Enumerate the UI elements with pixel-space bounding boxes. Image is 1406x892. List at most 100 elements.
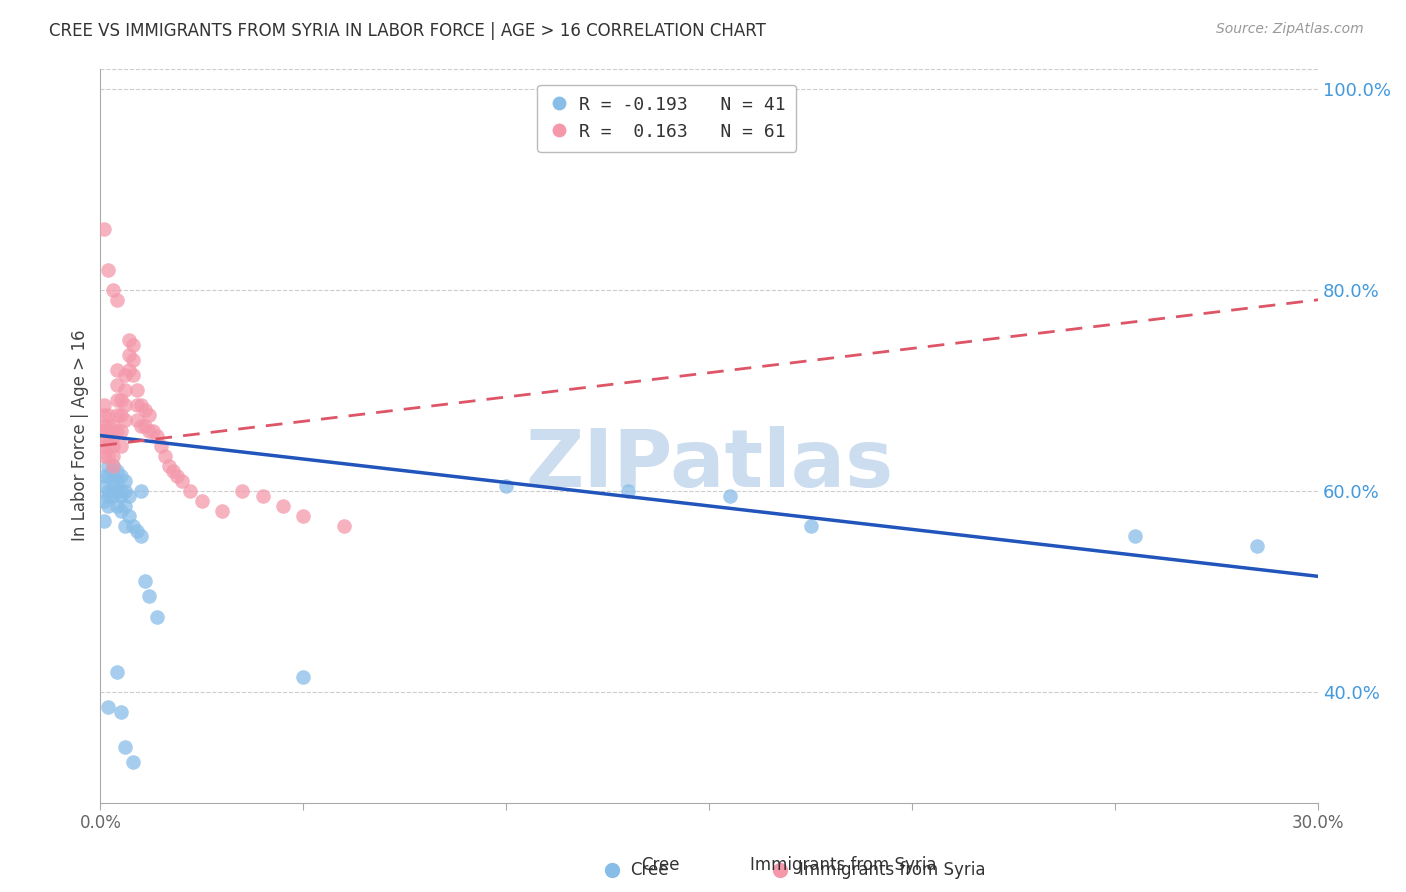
Point [121, 338, 143, 352]
Point [231, 483, 253, 498]
Point [105, 483, 128, 498]
Point [146, 428, 169, 442]
Point [110, 409, 132, 423]
Point [97, 418, 120, 433]
Point [105, 464, 128, 478]
Point [129, 529, 152, 543]
Point [101, 428, 124, 442]
Point [93, 494, 115, 508]
Point [97, 449, 120, 463]
Point [155, 449, 177, 463]
Y-axis label: In Labor Force | Age > 16: In Labor Force | Age > 16 [72, 330, 89, 541]
Point [118, 508, 141, 523]
Point [110, 393, 132, 408]
Point [93, 449, 115, 463]
Point [93, 418, 115, 433]
Point [114, 740, 136, 755]
Point [114, 368, 136, 383]
Point [93, 409, 115, 423]
Point [125, 384, 148, 398]
Point [93, 468, 115, 483]
Point [129, 483, 152, 498]
Point [166, 468, 188, 483]
Point [118, 348, 141, 362]
Point [114, 499, 136, 513]
Point [93, 439, 115, 453]
Point [105, 378, 128, 392]
Point [110, 489, 132, 503]
Point [292, 508, 315, 523]
Point [105, 393, 128, 408]
Point [292, 670, 315, 684]
Point [93, 428, 115, 442]
Text: ZIPatlas: ZIPatlas [524, 425, 893, 504]
Point [101, 449, 124, 463]
Point [97, 700, 120, 714]
Point [134, 574, 156, 589]
Point [110, 468, 132, 483]
Point [211, 504, 233, 518]
Point [718, 489, 741, 503]
Point [121, 519, 143, 533]
Point [333, 519, 356, 533]
Point [129, 398, 152, 412]
Text: Cree: Cree [630, 861, 668, 879]
Point [138, 409, 160, 423]
Point [191, 494, 214, 508]
Point [495, 479, 517, 493]
Point [101, 468, 124, 483]
Point [142, 424, 165, 438]
Point [138, 590, 160, 604]
Point [97, 409, 120, 423]
Point [125, 413, 148, 427]
Point [101, 458, 124, 473]
Point [110, 439, 132, 453]
Point [97, 489, 120, 503]
Point [101, 489, 124, 503]
Point [101, 283, 124, 297]
Point [105, 499, 128, 513]
Point [101, 458, 124, 473]
Point [114, 384, 136, 398]
Point [118, 333, 141, 347]
Point [179, 483, 201, 498]
Text: CREE VS IMMIGRANTS FROM SYRIA IN LABOR FORCE | AGE > 16 CORRELATION CHART: CREE VS IMMIGRANTS FROM SYRIA IN LABOR F… [49, 22, 766, 40]
Point [150, 439, 173, 453]
Point [125, 398, 148, 412]
Point [271, 499, 294, 513]
Point [110, 504, 132, 518]
Point [157, 458, 180, 473]
Point [105, 665, 128, 679]
Text: Source: ZipAtlas.com: Source: ZipAtlas.com [1216, 22, 1364, 37]
Point [121, 368, 143, 383]
Point [1125, 529, 1147, 543]
Text: Cree: Cree [641, 856, 681, 874]
Point [105, 474, 128, 488]
Point [93, 398, 115, 412]
Point [97, 458, 120, 473]
Point [252, 489, 274, 503]
Point [101, 418, 124, 433]
Point [162, 464, 184, 478]
Point [121, 353, 143, 368]
Point [617, 483, 640, 498]
Point [125, 524, 148, 538]
Point [97, 499, 120, 513]
Point [129, 418, 152, 433]
Point [114, 474, 136, 488]
Legend: R = -0.193   N = 41, R =  0.163   N = 61: R = -0.193 N = 41, R = 0.163 N = 61 [537, 85, 796, 152]
Point [146, 609, 169, 624]
Text: Immigrants from Syria: Immigrants from Syria [751, 856, 936, 874]
Point [97, 428, 120, 442]
Point [97, 262, 120, 277]
Point [118, 363, 141, 377]
Point [91, 424, 114, 438]
Point [105, 409, 128, 423]
Point [110, 424, 132, 438]
Point [118, 489, 141, 503]
Point [93, 514, 115, 528]
Point [114, 398, 136, 412]
Point [110, 705, 132, 719]
Point [110, 483, 132, 498]
Point [97, 439, 120, 453]
